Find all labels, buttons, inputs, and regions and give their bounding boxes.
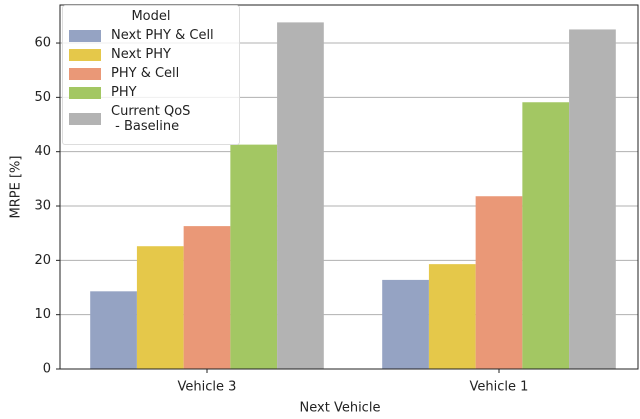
legend-swatch (69, 67, 101, 80)
y-tick-label: 30 (34, 199, 51, 214)
legend-swatch (69, 113, 101, 125)
bars (90, 22, 616, 370)
legend-item: Next PHY & Cell (69, 28, 239, 43)
legend-label: PHY (111, 85, 137, 100)
plot-frame (59, 4, 639, 370)
bar (382, 279, 429, 369)
bar (569, 29, 616, 370)
legend-title: Model (131, 9, 171, 24)
y-tick-label: 10 (34, 307, 51, 322)
legend-label: Current QoS - Baseline (111, 104, 191, 134)
legend-swatch (69, 29, 101, 42)
x-tick-label: Vehicle 3 (178, 380, 237, 395)
legend-item: PHY (69, 85, 239, 100)
legend-swatch (69, 86, 101, 99)
legend-swatch (69, 48, 101, 61)
bar (428, 264, 476, 369)
y-tick-label: 60 (34, 36, 51, 51)
bar (230, 144, 278, 369)
y-tick-label: 40 (34, 144, 51, 159)
x-tick-label: Vehicle 1 (470, 380, 529, 395)
bar (90, 291, 137, 369)
y-tick-label: 0 (43, 362, 51, 377)
legend-label: Next PHY & Cell (111, 28, 214, 43)
y-tick-label: 50 (34, 90, 51, 105)
legend: Model Next PHY & Cell Next PHY PHY & Cell P… (62, 5, 240, 145)
bar (136, 246, 184, 369)
y-axis-label: MRPE [%] (9, 156, 24, 219)
legend-label: PHY & Cell (111, 66, 180, 81)
y-tick-label: 20 (34, 253, 51, 268)
legend-item: Next PHY (69, 47, 239, 62)
x-axis-label: Next Vehicle (300, 401, 381, 416)
bar (522, 102, 570, 369)
bar (475, 196, 523, 369)
legend-label: Next PHY (111, 47, 171, 62)
bar (183, 226, 231, 369)
legend-item: Current QoS - Baseline (69, 104, 239, 134)
legend-item: PHY & Cell (69, 66, 239, 81)
bar (277, 22, 324, 370)
